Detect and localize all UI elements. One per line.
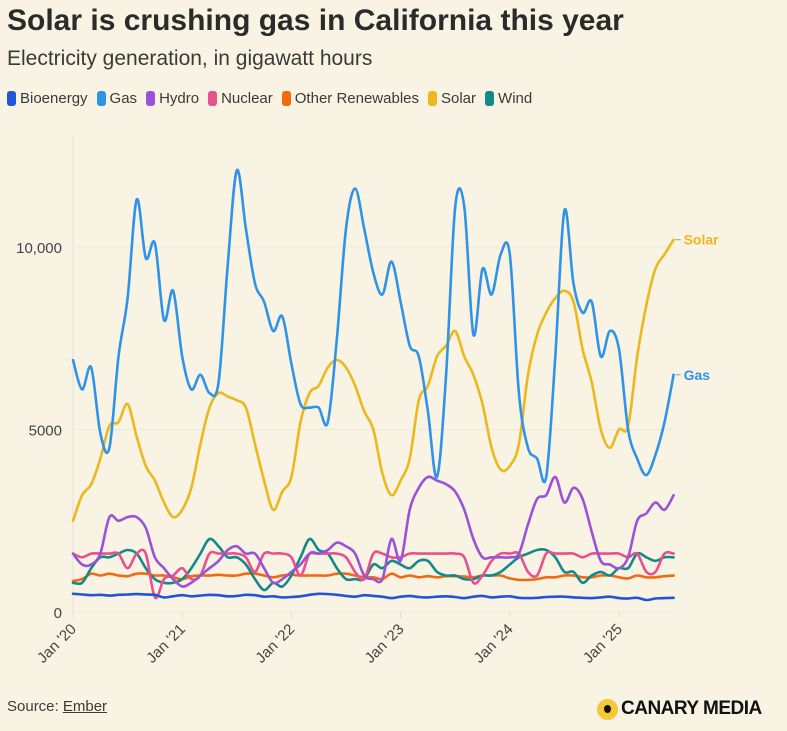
legend-label: Gas [109, 90, 138, 107]
x-tick-label: Jan '21 [143, 621, 189, 667]
legend-swatch [146, 91, 156, 106]
series-line-solar [71, 238, 675, 523]
series-line-nuclear [71, 548, 675, 600]
y-tick-label: 5000 [29, 423, 62, 440]
chart-title: Solar is crushing gas in California this… [7, 4, 624, 37]
chart-subtitle: Electricity generation, in gigawatt hour… [7, 47, 373, 70]
series-line-wind [71, 537, 675, 592]
legend-swatch [96, 91, 106, 106]
logo-text: CANARY MEDIA [621, 698, 762, 719]
y-tick-label: 0 [54, 605, 62, 622]
legend-swatch [428, 91, 437, 106]
x-tick-label: Jan '25 [580, 621, 626, 667]
canary-media-logo: CANARY MEDIA [597, 690, 762, 720]
legend-item-bioenergy: Bioenergy [7, 90, 88, 107]
legend-swatch [7, 91, 16, 106]
source-note: Source: Ember [7, 698, 107, 715]
legend-label: Wind [498, 90, 533, 107]
x-tick-label: Jan '24 [471, 621, 517, 667]
legend-item-hydro: Hydro [146, 90, 199, 107]
legend-swatch [208, 91, 218, 106]
end-label-solar: Solar [684, 232, 720, 248]
x-tick-label: Jan '22 [252, 621, 298, 667]
legend-item-nuclear: Nuclear [208, 90, 273, 107]
source-label: Source: [7, 698, 59, 715]
legend-item-wind: Wind [485, 90, 532, 107]
series-line-hydro [71, 475, 675, 588]
legend-item-gas: Gas [96, 90, 138, 107]
legend-swatch [485, 91, 495, 106]
source-link[interactable]: Ember [62, 698, 108, 715]
canary-logo-icon [597, 699, 618, 720]
legend-label: Hydro [159, 90, 200, 107]
y-tick-label: 10,000 [16, 240, 62, 257]
legend-label: Other Renewables [294, 90, 419, 107]
legend-swatch [281, 91, 291, 106]
line-chart: 0 5000 10,000 Jan '20 Jan '21 Jan '22 Jan '23 J… [16, 135, 720, 667]
series-line-gas [71, 168, 675, 484]
legend-label: Bioenergy [20, 90, 88, 107]
legend-item-other-renewables: Other Renewables [281, 90, 419, 107]
legend-item-solar: Solar [428, 90, 476, 107]
series-line-bioenergy [71, 592, 675, 602]
legend-label: Nuclear [221, 90, 273, 107]
x-tick-label: Jan '23 [362, 621, 408, 667]
end-label-gas: Gas [684, 367, 711, 383]
legend-label: Solar [441, 90, 477, 107]
x-tick-label: Jan '20 [34, 621, 80, 667]
legend: Bioenergy Gas Hydro Nuclear Other Renewables… [7, 90, 532, 107]
